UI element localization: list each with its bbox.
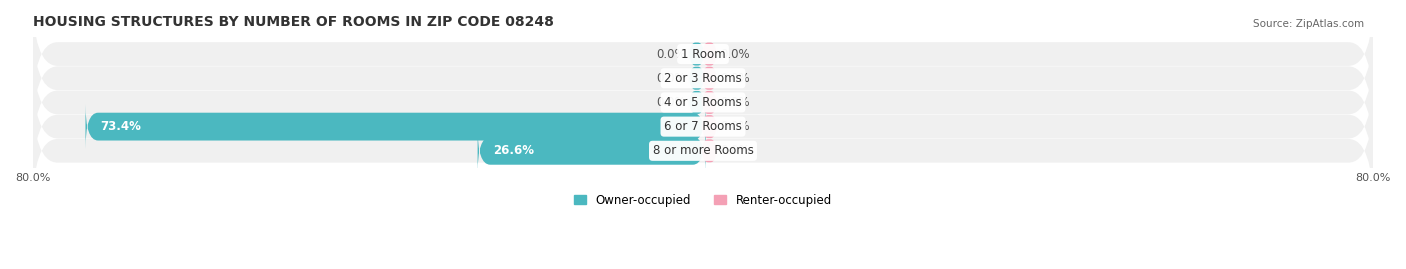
- Text: 4 or 5 Rooms: 4 or 5 Rooms: [664, 96, 742, 109]
- Text: 8 or more Rooms: 8 or more Rooms: [652, 144, 754, 157]
- FancyBboxPatch shape: [86, 104, 706, 149]
- FancyBboxPatch shape: [702, 43, 717, 66]
- Text: 73.4%: 73.4%: [101, 120, 142, 133]
- FancyBboxPatch shape: [32, 66, 1374, 187]
- Text: 0.0%: 0.0%: [720, 96, 749, 109]
- FancyBboxPatch shape: [702, 67, 717, 90]
- Legend: Owner-occupied, Renter-occupied: Owner-occupied, Renter-occupied: [569, 189, 837, 211]
- FancyBboxPatch shape: [702, 91, 717, 114]
- FancyBboxPatch shape: [689, 91, 704, 114]
- Text: 0.0%: 0.0%: [720, 120, 749, 133]
- Text: 0.0%: 0.0%: [720, 144, 749, 157]
- Text: 0.0%: 0.0%: [657, 48, 686, 61]
- FancyBboxPatch shape: [32, 90, 1374, 211]
- Text: 0.0%: 0.0%: [720, 72, 749, 85]
- FancyBboxPatch shape: [32, 42, 1374, 163]
- Text: 26.6%: 26.6%: [492, 144, 534, 157]
- FancyBboxPatch shape: [702, 115, 717, 138]
- FancyBboxPatch shape: [478, 128, 706, 173]
- FancyBboxPatch shape: [689, 43, 704, 66]
- Text: HOUSING STRUCTURES BY NUMBER OF ROOMS IN ZIP CODE 08248: HOUSING STRUCTURES BY NUMBER OF ROOMS IN…: [32, 15, 554, 29]
- FancyBboxPatch shape: [32, 0, 1374, 115]
- Text: 6 or 7 Rooms: 6 or 7 Rooms: [664, 120, 742, 133]
- Text: Source: ZipAtlas.com: Source: ZipAtlas.com: [1253, 19, 1364, 29]
- Text: 0.0%: 0.0%: [720, 48, 749, 61]
- Text: 2 or 3 Rooms: 2 or 3 Rooms: [664, 72, 742, 85]
- Text: 0.0%: 0.0%: [657, 96, 686, 109]
- Text: 0.0%: 0.0%: [657, 72, 686, 85]
- Text: 1 Room: 1 Room: [681, 48, 725, 61]
- FancyBboxPatch shape: [689, 67, 704, 90]
- FancyBboxPatch shape: [32, 17, 1374, 139]
- FancyBboxPatch shape: [702, 139, 717, 162]
